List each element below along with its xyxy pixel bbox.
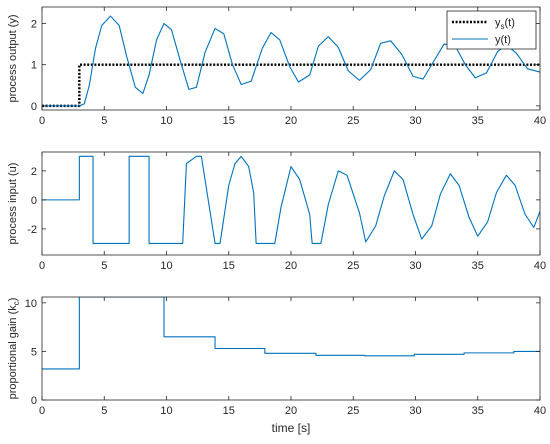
x-tick-label: 40 [534,115,546,127]
y-tick-label: 5 [31,346,37,358]
series-line-1 [42,297,540,370]
series-line-1 [42,155,540,244]
y-tick-label: 2 [31,166,37,178]
x-tick-label: 30 [409,260,421,272]
y-axis-label: proportional gain (kc) [7,298,21,400]
x-tick-label: 40 [534,260,546,272]
x-tick-label: 15 [223,405,235,417]
x-tick-label: 35 [472,260,484,272]
x-tick-label: 10 [160,260,172,272]
x-tick-label: 20 [285,115,297,127]
legend: ys(t) y(t) [446,10,537,50]
x-tick-label: 35 [472,405,484,417]
x-tick-label: 5 [101,405,107,417]
x-tick-label: 15 [223,260,235,272]
x-tick-label: 25 [347,260,359,272]
y-tick-label: 0 [31,195,37,207]
x-axis-label: time [s] [272,421,311,435]
y-tick-label: 1 [31,60,37,72]
x-tick-label: 0 [39,260,45,272]
x-tick-label: 20 [285,260,297,272]
y-axis-label: process output (y) [7,14,19,102]
legend-entry: y(t) [495,34,511,46]
panel-proportional-gain: 0 5 10 15 20 25 30 35 40 0 5 10 proportional gain (k… [7,296,546,435]
x-tick-label: 25 [347,405,359,417]
x-tick-label: 20 [285,405,297,417]
axes-frame [41,296,541,401]
x-tick-label: 5 [101,260,107,272]
x-tick-label: 25 [347,115,359,127]
x-tick-label: 15 [223,115,235,127]
panel-process-input: 0 5 10 15 20 25 30 35 40 -2 0 2 process input (u) [7,151,546,272]
series-line-1 [42,63,540,108]
x-tick-label: 10 [160,115,172,127]
x-tick-label: 0 [39,115,45,127]
x-tick-label: 35 [472,115,484,127]
x-tick-label: 5 [101,115,107,127]
panel-process-output: 0 5 10 15 20 25 30 35 40 0 1 2 process output (y) ys(… [7,6,546,127]
x-tick-label: 0 [39,405,45,417]
x-tick-label: 30 [409,405,421,417]
y-tick-label: 0 [31,395,37,407]
y-tick-label: 2 [31,18,37,30]
x-tick-label: 40 [534,405,546,417]
y-tick-label: -2 [27,224,37,236]
y-axis-label: process input (u) [7,163,19,245]
x-tick-label: 10 [160,405,172,417]
x-tick-label: 30 [409,115,421,127]
y-tick-label: 0 [31,101,37,113]
legend-entry: ys(t) [495,17,515,31]
y-tick-label: 10 [25,298,37,310]
